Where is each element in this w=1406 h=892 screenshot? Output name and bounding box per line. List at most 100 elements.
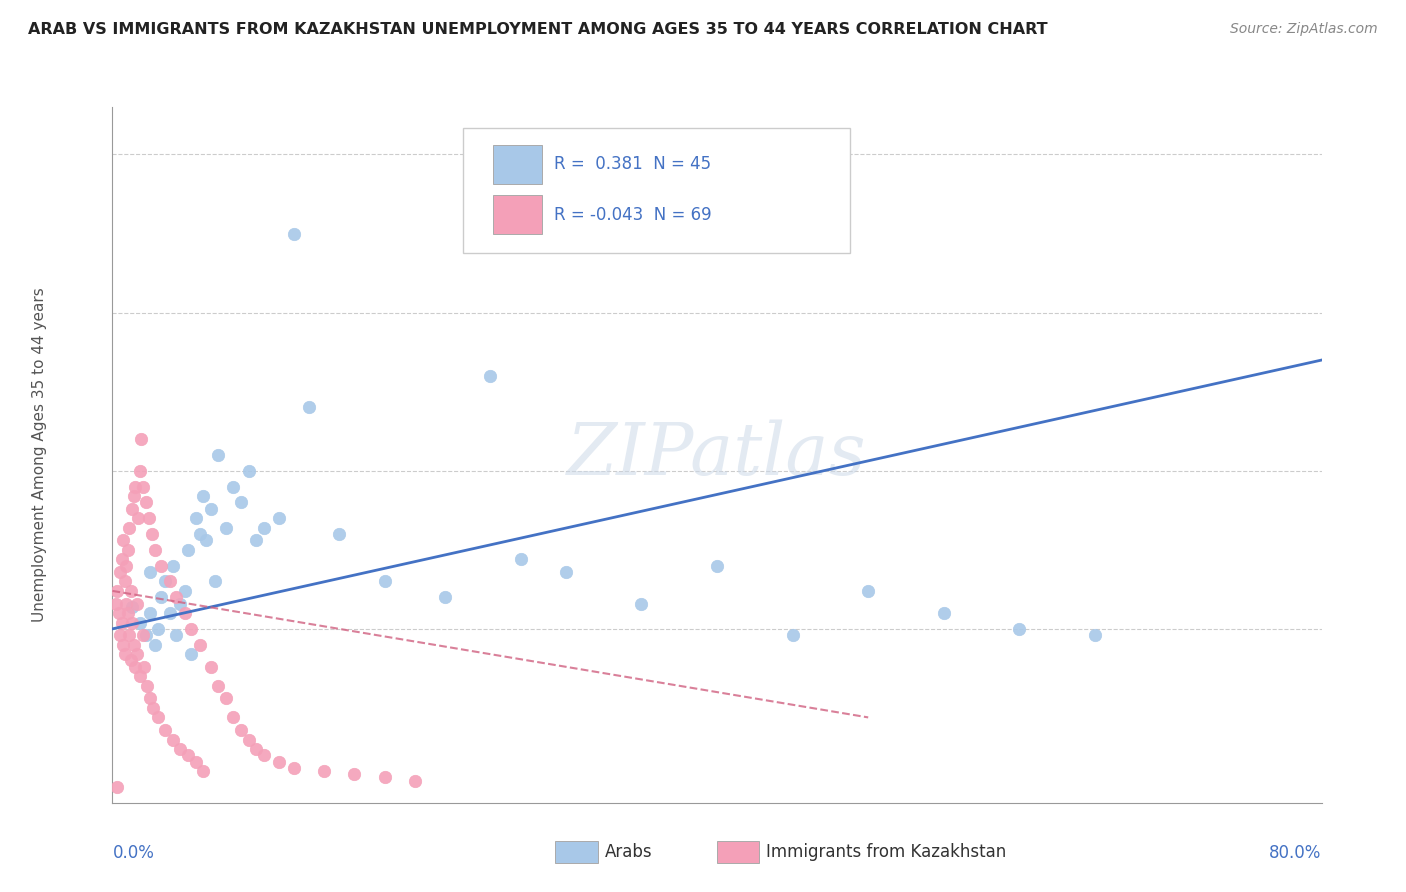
- Point: [110, 552, 132, 566]
- Point: [162, 558, 184, 573]
- Point: [283, 227, 305, 241]
- Point: [374, 771, 396, 785]
- Point: [245, 742, 267, 756]
- Point: [121, 599, 143, 614]
- Point: [108, 628, 131, 642]
- Point: [141, 527, 163, 541]
- Point: [174, 583, 197, 598]
- Point: [932, 606, 955, 620]
- Point: [118, 521, 141, 535]
- Point: [169, 742, 191, 756]
- Point: [132, 479, 155, 493]
- Point: [184, 755, 207, 769]
- Point: [149, 558, 172, 573]
- Point: [328, 527, 350, 541]
- Point: [142, 701, 165, 715]
- Text: Arabs: Arabs: [605, 843, 652, 861]
- Point: [139, 691, 162, 706]
- Point: [149, 591, 172, 605]
- Point: [128, 669, 150, 683]
- Point: [110, 615, 132, 630]
- Point: [127, 511, 149, 525]
- Text: R =  0.381  N = 45: R = 0.381 N = 45: [554, 155, 711, 173]
- Point: [1008, 622, 1031, 636]
- Point: [117, 542, 139, 557]
- Point: [207, 679, 229, 693]
- Point: [107, 606, 129, 620]
- Point: [267, 511, 290, 525]
- Point: [159, 574, 181, 589]
- Point: [128, 464, 150, 478]
- Text: Immigrants from Kazakhstan: Immigrants from Kazakhstan: [766, 843, 1007, 861]
- Point: [136, 679, 159, 693]
- Point: [188, 638, 211, 652]
- Text: ARAB VS IMMIGRANTS FROM KAZAKHSTAN UNEMPLOYMENT AMONG AGES 35 TO 44 YEARS CORREL: ARAB VS IMMIGRANTS FROM KAZAKHSTAN UNEMP…: [28, 22, 1047, 37]
- Point: [238, 732, 260, 747]
- Point: [204, 574, 226, 589]
- Point: [135, 628, 157, 642]
- Point: [139, 565, 162, 579]
- Point: [143, 542, 166, 557]
- Point: [200, 501, 222, 516]
- Point: [134, 660, 156, 674]
- Text: Unemployment Among Ages 35 to 44 years: Unemployment Among Ages 35 to 44 years: [32, 287, 48, 623]
- Point: [222, 479, 245, 493]
- Text: 0.0%: 0.0%: [112, 844, 155, 862]
- Point: [222, 710, 245, 724]
- Point: [105, 583, 128, 598]
- Point: [283, 761, 305, 775]
- Point: [298, 401, 321, 415]
- Point: [117, 606, 139, 620]
- Point: [124, 479, 146, 493]
- Point: [229, 723, 252, 737]
- Point: [114, 574, 136, 589]
- Point: [215, 691, 238, 706]
- Point: [125, 647, 148, 661]
- Point: [135, 495, 157, 509]
- Point: [177, 748, 200, 763]
- Point: [125, 597, 148, 611]
- Point: [174, 606, 197, 620]
- FancyBboxPatch shape: [494, 145, 541, 184]
- Point: [215, 521, 238, 535]
- Point: [155, 574, 177, 589]
- Point: [433, 591, 456, 605]
- Point: [343, 767, 366, 781]
- FancyBboxPatch shape: [494, 195, 541, 234]
- Point: [114, 647, 136, 661]
- Point: [139, 606, 162, 620]
- Point: [207, 448, 229, 462]
- Point: [229, 495, 252, 509]
- Point: [132, 628, 155, 642]
- Point: [146, 710, 169, 724]
- Point: [856, 583, 880, 598]
- Point: [120, 653, 142, 667]
- FancyBboxPatch shape: [463, 128, 851, 253]
- Point: [1084, 628, 1107, 642]
- Point: [404, 773, 426, 788]
- Point: [253, 521, 276, 535]
- Point: [112, 638, 135, 652]
- Point: [479, 368, 502, 383]
- Point: [200, 660, 222, 674]
- Point: [162, 732, 184, 747]
- Point: [121, 501, 143, 516]
- Point: [155, 723, 177, 737]
- Point: [630, 597, 652, 611]
- Point: [374, 574, 396, 589]
- Point: [115, 597, 138, 611]
- Point: [115, 558, 138, 573]
- Point: [108, 565, 131, 579]
- Point: [195, 533, 218, 548]
- Point: [118, 628, 141, 642]
- Point: [159, 606, 181, 620]
- Text: 80.0%: 80.0%: [1270, 844, 1322, 862]
- Point: [120, 583, 142, 598]
- Point: [245, 533, 267, 548]
- Point: [165, 628, 187, 642]
- Text: R = -0.043  N = 69: R = -0.043 N = 69: [554, 206, 711, 224]
- Point: [554, 565, 576, 579]
- Text: ZIPatlas: ZIPatlas: [567, 419, 868, 491]
- Point: [138, 511, 160, 525]
- Text: Source: ZipAtlas.com: Source: ZipAtlas.com: [1230, 22, 1378, 37]
